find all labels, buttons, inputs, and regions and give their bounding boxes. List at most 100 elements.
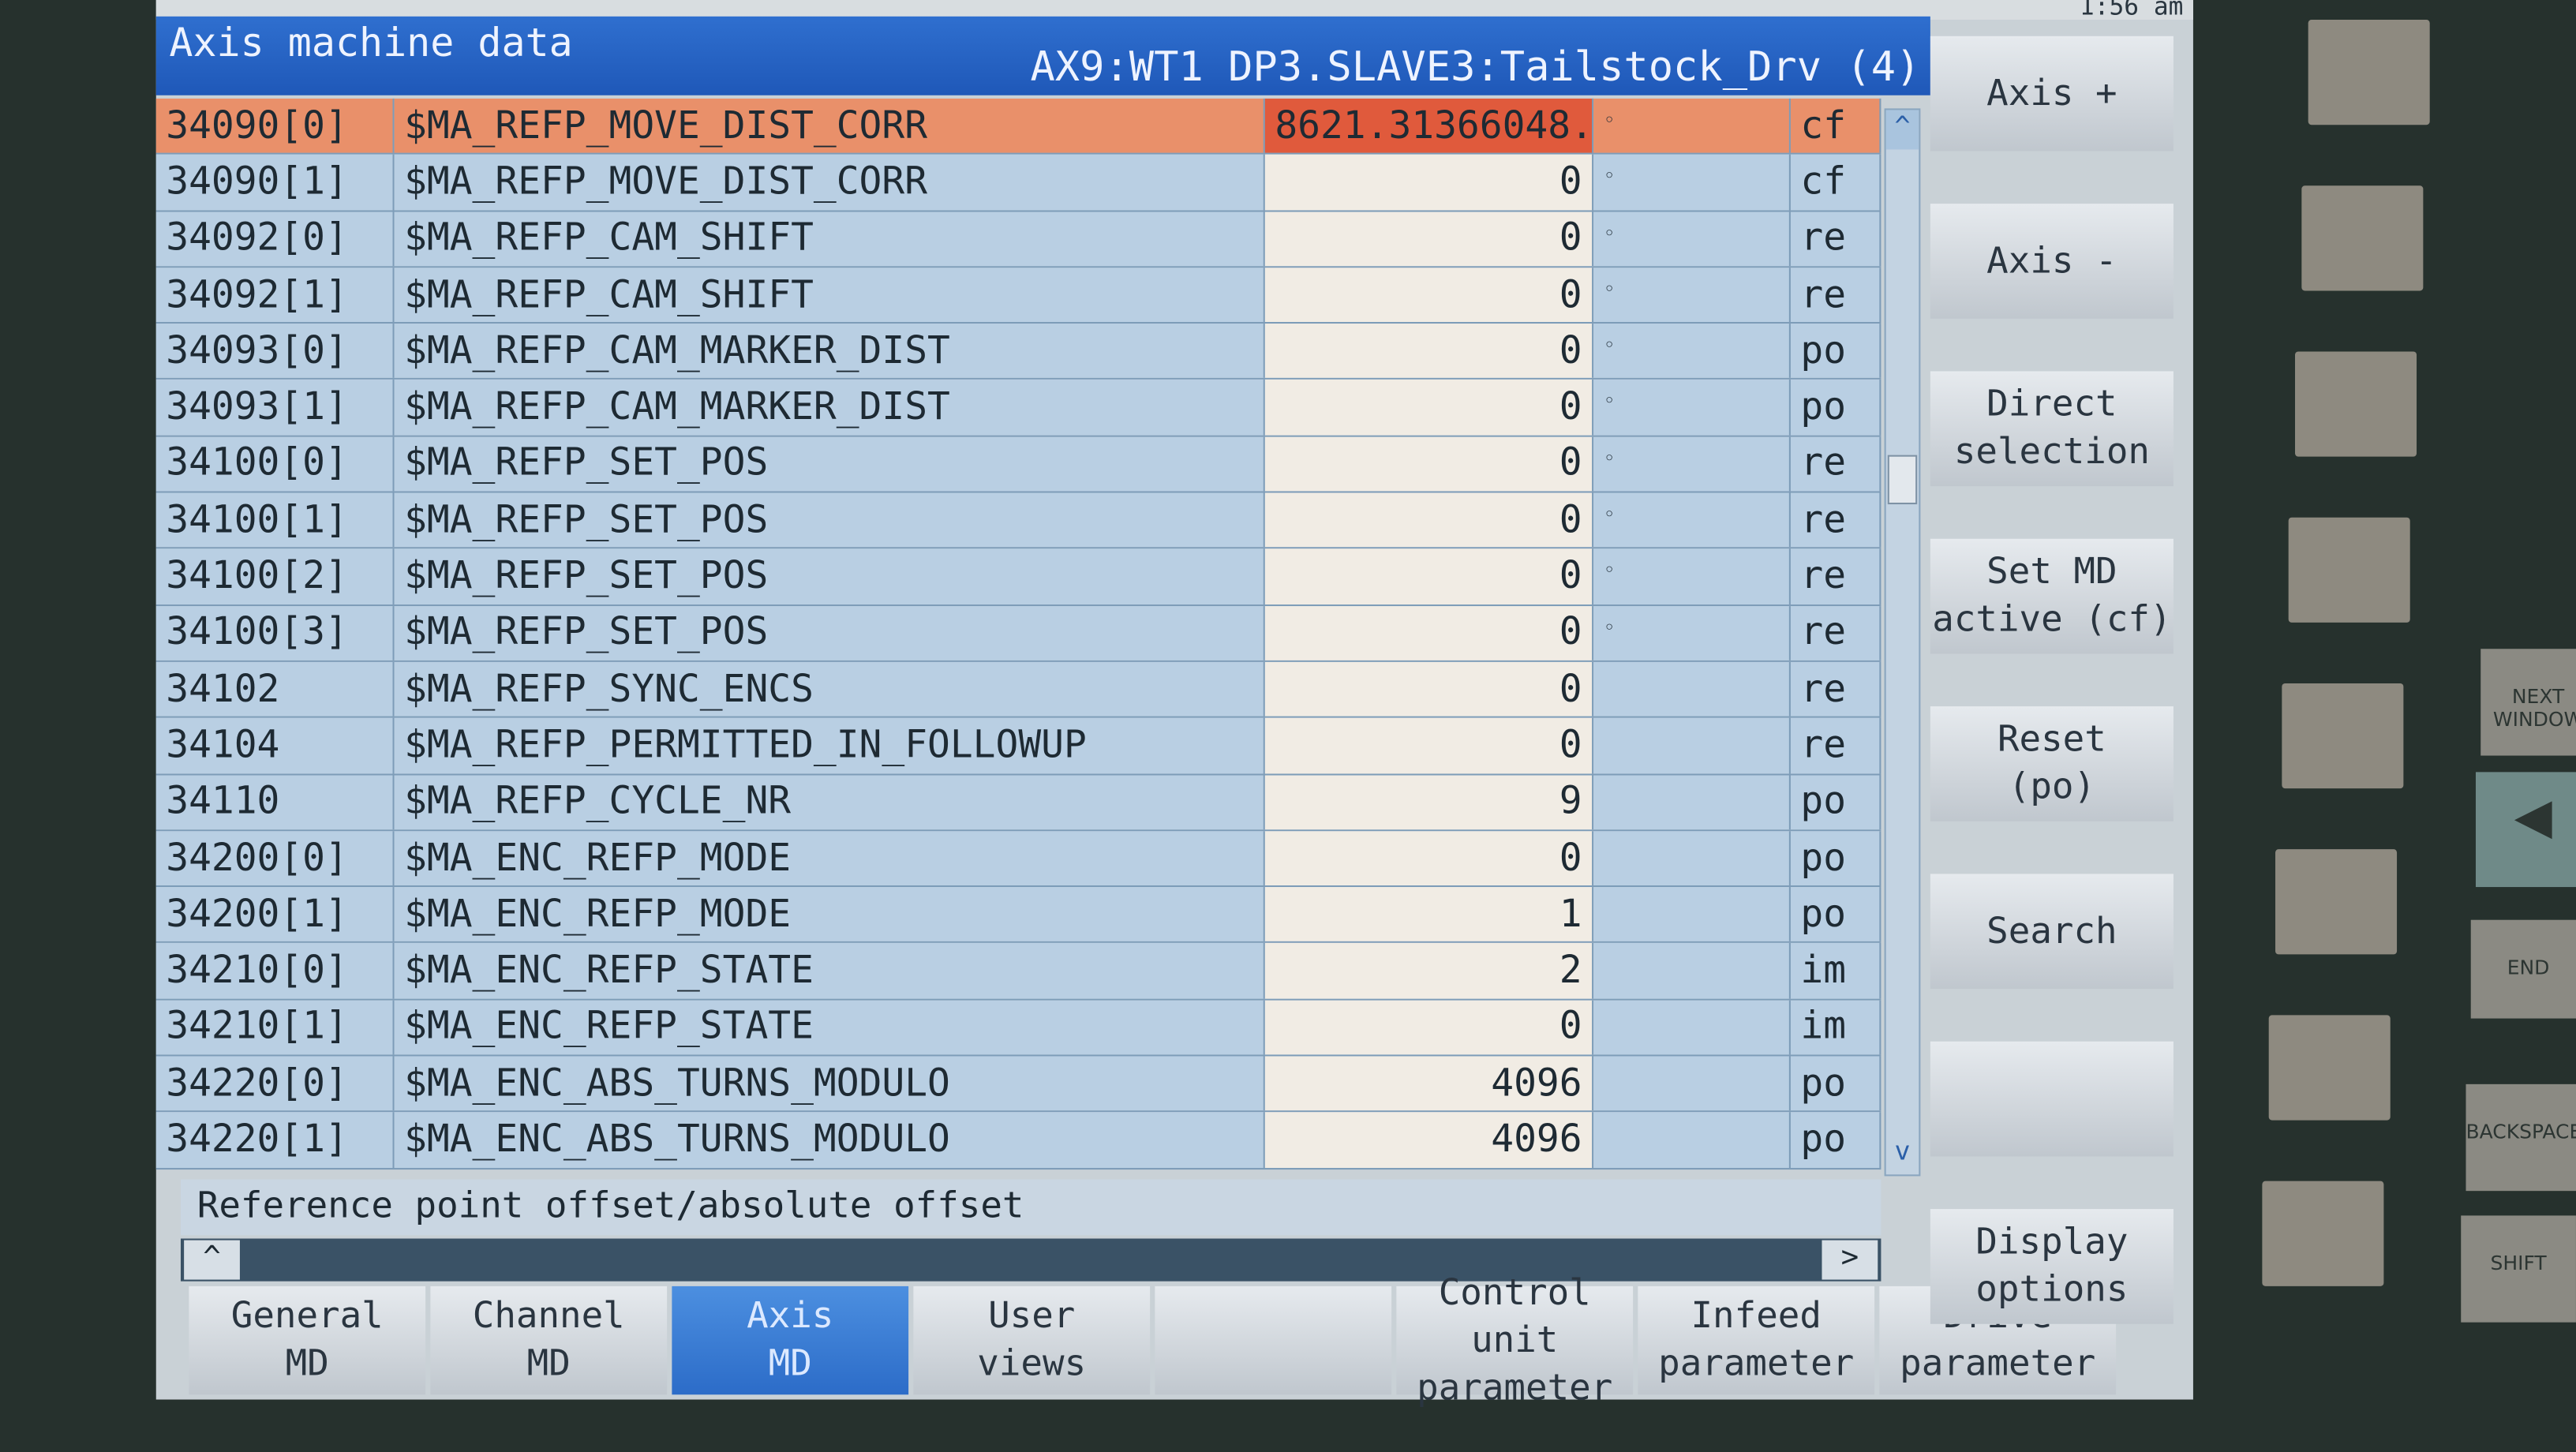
softkey-right-5[interactable]: Reset (po) [1930, 706, 2174, 821]
param-value[interactable]: 0 [1264, 718, 1594, 773]
param-value[interactable]: 0 [1264, 211, 1594, 266]
table-row[interactable]: 34100[3] $MA_REFP_SET_POS 0 ◦ re [155, 605, 1881, 662]
table-row[interactable]: 34110 $MA_REFP_CYCLE_NR 9 po [155, 774, 1881, 831]
param-value[interactable]: 0 [1264, 830, 1594, 886]
table-row[interactable]: 34093[1] $MA_REFP_CAM_MARKER_DIST 0 ◦ po [155, 380, 1881, 437]
param-activation: po [1790, 380, 1881, 436]
param-value[interactable]: 0 [1264, 155, 1594, 210]
param-name: $MA_REFP_SET_POS [394, 436, 1265, 492]
keyboard-key[interactable]: SHIFT [2461, 1215, 2576, 1323]
param-activation: im [1790, 1000, 1881, 1055]
scroll-thumb[interactable] [1887, 455, 1918, 505]
scroll-right-button[interactable]: > [1822, 1240, 1878, 1280]
table-row[interactable]: 34104 $MA_REFP_PERMITTED_IN_FOLLOWUP 0 re [155, 718, 1881, 775]
softkey-right-6[interactable]: Search [1930, 874, 2174, 990]
keyboard-key[interactable]: ◀ [2475, 772, 2576, 888]
param-id: 34100[0] [155, 436, 395, 492]
keyboard-key[interactable]: NEXT WINDOW [2481, 649, 2576, 756]
param-activation: po [1790, 1112, 1881, 1168]
table-row[interactable]: 34100[0] $MA_REFP_SET_POS 0 ◦ re [155, 436, 1881, 493]
softkey-right-2[interactable]: Axis - [1930, 204, 2174, 319]
softkey-bottom-7[interactable]: Infeed parameter [1638, 1285, 1875, 1395]
param-unit: ◦ [1593, 155, 1791, 210]
scroll-down-button[interactable]: v [1894, 1135, 1911, 1166]
param-value[interactable]: 0 [1264, 324, 1594, 379]
param-unit [1593, 887, 1791, 942]
keyboard-key[interactable]: END [2470, 919, 2576, 1019]
param-value[interactable]: 0 [1264, 661, 1594, 717]
param-name: $MA_REFP_CYCLE_NR [394, 774, 1265, 829]
table-row[interactable]: 34092[0] $MA_REFP_CAM_SHIFT 0 ◦ re [155, 211, 1881, 268]
softkey-bottom-1[interactable]: General MD [189, 1285, 426, 1395]
table-row[interactable]: 34210[0] $MA_ENC_REFP_STATE 2 im [155, 943, 1881, 1001]
param-value[interactable]: 0 [1264, 549, 1594, 604]
hardware-key[interactable] [2288, 517, 2410, 623]
table-row[interactable]: 34090[0] $MA_REFP_MOVE_DIST_CORR 8621.3136… [155, 98, 1881, 155]
param-value[interactable]: 0 [1264, 436, 1594, 492]
softkey-bottom-3[interactable]: Axis MD [672, 1285, 909, 1395]
param-unit [1593, 830, 1791, 886]
softkey-right-4[interactable]: Set MD active (cf) [1930, 538, 2174, 654]
param-unit: ◦ [1593, 211, 1791, 266]
softkey-bottom-5[interactable] [1155, 1285, 1392, 1395]
hardware-key[interactable] [2308, 19, 2430, 125]
param-unit: ◦ [1593, 268, 1791, 323]
status-bar: 1:56 am [155, 0, 2193, 21]
param-name: $MA_ENC_REFP_STATE [394, 1000, 1265, 1055]
param-name: $MA_REFP_SYNC_ENCS [394, 661, 1265, 717]
param-unit [1593, 661, 1791, 717]
scroll-left-button[interactable]: ^ [184, 1240, 240, 1280]
param-unit [1593, 1000, 1791, 1055]
table-row[interactable]: 34102 $MA_REFP_SYNC_ENCS 0 re [155, 661, 1881, 719]
horizontal-scrollbar[interactable]: ^ > [180, 1238, 1881, 1282]
table-row[interactable]: 34220[1] $MA_ENC_ABS_TURNS_MODULO 4096 po [155, 1112, 1881, 1169]
table-row[interactable]: 34200[0] $MA_ENC_REFP_MODE 0 po [155, 830, 1881, 888]
param-value[interactable]: 9 [1264, 774, 1594, 829]
param-id: 34220[0] [155, 1056, 395, 1111]
param-value[interactable]: 0 [1264, 1000, 1594, 1055]
param-activation: im [1790, 943, 1881, 999]
param-value[interactable]: 1 [1264, 887, 1594, 942]
table-row[interactable]: 34090[1] $MA_REFP_MOVE_DIST_CORR 0 ◦ cf [155, 155, 1881, 211]
softkey-right-1[interactable]: Axis + [1930, 36, 2174, 152]
param-activation: po [1790, 324, 1881, 379]
hardware-key[interactable] [2301, 185, 2424, 291]
softkey-right-8[interactable]: Display options [1930, 1209, 2174, 1324]
softkey-right-3[interactable]: Direct selection [1930, 371, 2174, 487]
param-value[interactable]: 4096 [1264, 1056, 1594, 1111]
hardware-key[interactable] [2262, 1181, 2384, 1286]
scroll-up-button[interactable]: ^ [1885, 110, 1919, 150]
param-activation: cf [1790, 155, 1881, 210]
softkey-bottom-4[interactable]: User views [913, 1285, 1151, 1395]
param-value[interactable]: 4096 [1264, 1112, 1594, 1168]
param-activation: re [1790, 549, 1881, 604]
hardware-key[interactable] [2294, 351, 2417, 457]
param-value[interactable]: 0 [1264, 268, 1594, 323]
table-row[interactable]: 34093[0] $MA_REFP_CAM_MARKER_DIST 0 ◦ po [155, 324, 1881, 380]
softkey-right-7[interactable] [1930, 1041, 2174, 1157]
hardware-key[interactable] [2268, 1015, 2391, 1121]
table-row[interactable]: 34100[1] $MA_REFP_SET_POS 0 ◦ re [155, 492, 1881, 550]
softkey-bottom-6[interactable]: Control unit parameter [1396, 1272, 1634, 1409]
vertical-scrollbar[interactable]: ^ v [1884, 108, 1921, 1177]
table-row[interactable]: 34100[2] $MA_REFP_SET_POS 0 ◦ re [155, 549, 1881, 606]
param-value[interactable]: 0 [1264, 492, 1594, 548]
param-value[interactable]: 0 [1264, 605, 1594, 661]
table-row[interactable]: 34210[1] $MA_ENC_REFP_STATE 0 im [155, 1000, 1881, 1057]
param-value[interactable]: 0 [1264, 380, 1594, 436]
param-name: $MA_ENC_REFP_MODE [394, 830, 1265, 886]
softkey-bottom-2[interactable]: Channel MD [430, 1285, 668, 1395]
param-name: $MA_REFP_CAM_SHIFT [394, 211, 1265, 266]
table-row[interactable]: 34200[1] $MA_ENC_REFP_MODE 1 po [155, 887, 1881, 944]
param-unit [1593, 1112, 1791, 1168]
hardware-key[interactable] [2275, 849, 2398, 955]
bottom-softkeys: General MD Channel MD Axis MD User views Con… [189, 1272, 2117, 1409]
keyboard-key[interactable]: BACKSPACE [2466, 1083, 2576, 1192]
right-softkeys: Axis + Axis - Direct selection Set MD activ… [1930, 36, 2174, 1324]
hardware-key[interactable] [2282, 683, 2404, 789]
param-value[interactable]: 8621.31366048... [1264, 98, 1594, 154]
table-row[interactable]: 34092[1] $MA_REFP_CAM_SHIFT 0 ◦ re [155, 268, 1881, 324]
param-value[interactable]: 2 [1264, 943, 1594, 999]
table-row[interactable]: 34220[0] $MA_ENC_ABS_TURNS_MODULO 4096 po [155, 1056, 1881, 1113]
param-id: 34090[0] [155, 98, 395, 154]
